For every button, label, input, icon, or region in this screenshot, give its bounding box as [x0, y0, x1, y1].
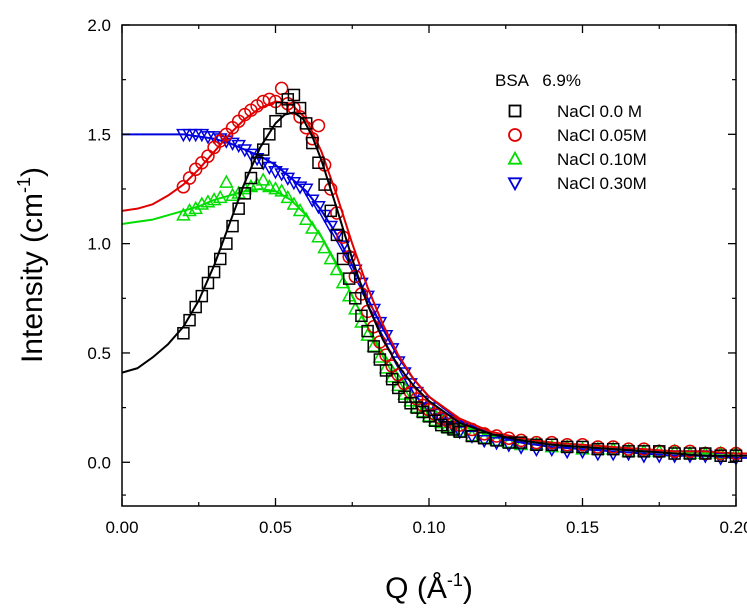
data-point: [176, 207, 191, 221]
data-point: [195, 289, 209, 303]
y-axis-title: Intensity (cm-1): [14, 167, 49, 363]
x-tick-label: 0.00: [105, 518, 138, 537]
legend-marker: [508, 128, 522, 142]
data-point: [464, 430, 480, 444]
data-point: [335, 240, 351, 254]
data-point: [397, 367, 412, 381]
data-point: [514, 436, 528, 449]
x-tick-label: 0.15: [566, 518, 599, 537]
data-point: [501, 434, 517, 449]
legend-label: NaCl 0.05M: [557, 126, 647, 145]
x-tick-label: 0.20: [719, 518, 747, 537]
data-layer: [121, 81, 747, 466]
data-point: [366, 338, 382, 352]
ticks-layer: [121, 24, 737, 506]
legend-marker: [508, 104, 522, 118]
x-tick-label: 0.10: [412, 518, 445, 537]
data-point: [262, 92, 277, 107]
y-axis-title-close: ): [16, 167, 49, 177]
data-point: [360, 327, 375, 341]
data-point: [311, 118, 326, 133]
legend-label: NaCl 0.30M: [557, 174, 647, 193]
data-point: [476, 434, 492, 449]
data-point: [194, 128, 210, 143]
x-axis-title-exponent: -1: [447, 570, 463, 590]
data-point: [299, 117, 313, 130]
x-axis-title: Q (Å-1): [385, 570, 473, 605]
legend-title: BSA 6.9%: [495, 71, 581, 90]
y-axis-title-exponent: -1: [14, 177, 34, 193]
data-point: [226, 219, 239, 233]
data-point: [269, 114, 282, 128]
data-point: [312, 156, 325, 169]
data-point: [232, 202, 245, 215]
legend-label: NaCl 0.10M: [557, 150, 647, 169]
data-point: [213, 252, 227, 266]
data-point: [262, 178, 277, 193]
data-point: [342, 272, 356, 285]
data-point: [330, 228, 344, 242]
fit-line: [121, 111, 747, 457]
data-point: [329, 261, 345, 276]
data-point: [268, 166, 283, 180]
y-tick-label: 2.0: [87, 16, 111, 35]
data-point: [336, 252, 350, 266]
data-point: [465, 429, 479, 443]
data-point: [453, 425, 466, 438]
data-point: [489, 437, 504, 451]
data-point: [372, 349, 388, 363]
data-point: [250, 156, 264, 169]
data-point: [238, 187, 252, 200]
data-point: [220, 237, 233, 250]
data-point: [323, 220, 339, 235]
data-point: [243, 148, 259, 162]
legend-marker: [507, 177, 523, 192]
data-point: [361, 324, 374, 338]
data-point: [274, 183, 289, 197]
data-point: [255, 172, 271, 186]
data-point: [305, 194, 320, 208]
y-tick-label: 1.0: [87, 235, 111, 254]
legend-marker: [507, 150, 523, 165]
data-point: [287, 88, 301, 102]
y-axis-title-main: Intensity (cm: [16, 193, 49, 363]
y-tick-label: 0.5: [87, 344, 111, 363]
x-axis-title-main: Q (Å: [385, 572, 447, 605]
data-point: [530, 438, 543, 452]
x-axis-title-close: ): [463, 572, 473, 605]
data-point: [378, 360, 394, 374]
data-point: [349, 292, 362, 305]
data-point: [329, 229, 345, 243]
data-point: [293, 101, 307, 115]
data-point: [476, 430, 492, 444]
legend: BSA 6.9% NaCl 0.0 M NaCl 0.05M NaCl 0.10M N…: [495, 71, 647, 193]
data-point: [286, 196, 302, 210]
x-tick-label: 0.05: [259, 518, 292, 537]
data-point: [219, 174, 234, 188]
y-tick-label: 1.5: [87, 125, 111, 144]
data-point: [355, 309, 368, 323]
data-point: [263, 128, 276, 141]
legend-label: NaCl 0.0 M: [557, 102, 642, 121]
data-point: [367, 340, 380, 353]
data-point: [324, 204, 338, 218]
y-tick-labels: 0.0 0.5 1.0 1.5 2.0: [87, 16, 111, 472]
data-point: [244, 171, 258, 185]
data-point: [699, 447, 712, 460]
y-tick-label: 0.0: [87, 453, 111, 472]
data-point: [311, 201, 326, 215]
data-point: [489, 432, 504, 446]
x-tick-labels: 0.00 0.05 0.10 0.15 0.20: [105, 518, 747, 537]
data-point: [292, 202, 308, 217]
data-point: [268, 181, 283, 195]
series-1: [121, 88, 747, 462]
